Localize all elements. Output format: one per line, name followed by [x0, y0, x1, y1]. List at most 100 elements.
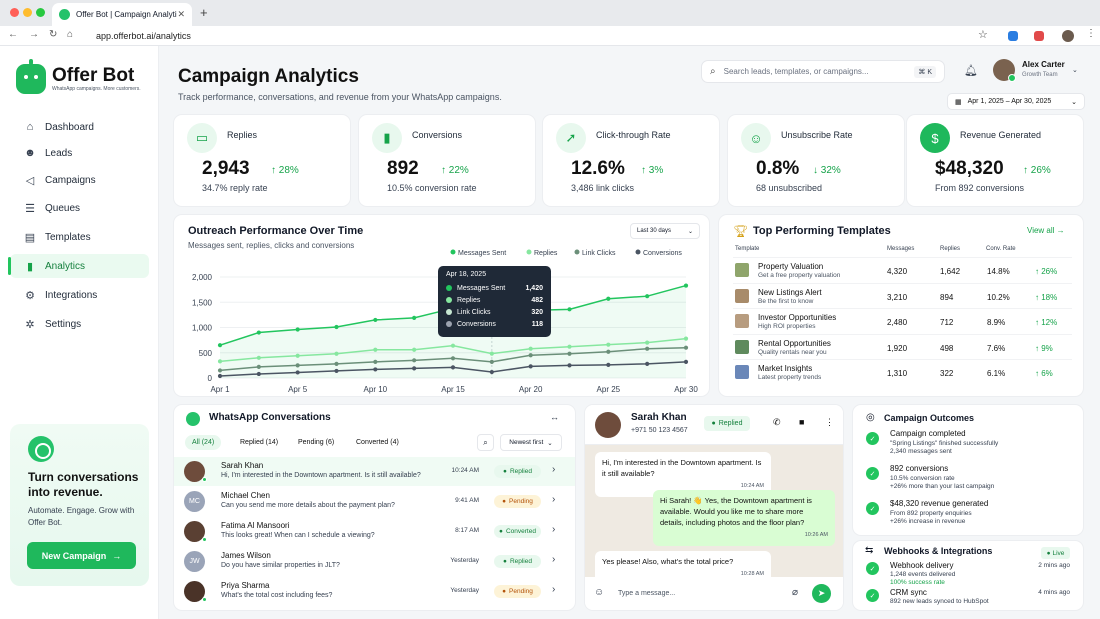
chevron-down-icon[interactable]: ⌄ — [1072, 67, 1078, 74]
sidebar-item-queues[interactable]: ☰ Queues — [10, 196, 149, 220]
browser-tab[interactable]: Offer Bot | Campaign Analytics ✕ — [52, 3, 192, 26]
more-options-icon[interactable]: ⋮ — [825, 417, 834, 427]
sidebar-item-dashboard[interactable]: ⌂ Dashboard — [10, 115, 149, 139]
data-point[interactable] — [645, 346, 650, 351]
sort-select[interactable]: Newest first ⌄ — [500, 434, 562, 451]
phone-icon[interactable]: ✆ — [773, 417, 781, 427]
data-point[interactable] — [606, 296, 611, 301]
data-point[interactable] — [606, 342, 611, 347]
filter-tab-converted[interactable]: Converted (4) — [356, 439, 399, 446]
chevron-right-icon[interactable]: › — [552, 584, 556, 595]
sidebar-item-leads[interactable]: ☻ Leads — [10, 141, 149, 165]
data-point[interactable] — [256, 330, 261, 335]
data-point[interactable] — [295, 327, 300, 332]
data-point[interactable] — [334, 324, 339, 330]
sidebar-item-settings[interactable]: ✲ Settings — [10, 312, 149, 336]
data-point[interactable] — [528, 346, 533, 351]
user-avatar[interactable] — [993, 59, 1016, 82]
conversation-row[interactable]: JW James Wilson Do you have similar proper… — [174, 547, 575, 576]
conversation-row[interactable]: Priya Sharma What's the total cost includ… — [174, 577, 575, 606]
data-point[interactable] — [528, 353, 533, 358]
home-icon[interactable]: ⌂ — [67, 29, 74, 40]
chevron-right-icon[interactable]: › — [552, 554, 556, 565]
data-point[interactable] — [295, 363, 300, 368]
sidebar-item-analytics[interactable]: ▮ Analytics — [8, 254, 149, 278]
data-point[interactable] — [606, 362, 611, 367]
data-point[interactable] — [295, 370, 300, 375]
conversation-row[interactable]: Fatima Al Mansoori This looks great! When… — [174, 517, 575, 546]
view-all-link[interactable]: View all → — [1027, 226, 1065, 235]
data-point[interactable] — [645, 361, 650, 366]
close-tab-icon[interactable]: ✕ — [177, 9, 185, 19]
bookmark-star-icon[interactable]: ☆ — [978, 29, 988, 41]
video-icon[interactable]: ■ — [799, 417, 805, 427]
data-point[interactable] — [645, 340, 650, 345]
data-point[interactable] — [567, 344, 572, 349]
data-point[interactable] — [528, 364, 533, 369]
search-input[interactable]: ⌕ Search leads, templates, or campaigns.… — [701, 60, 945, 83]
data-point[interactable] — [295, 353, 300, 358]
search-icon[interactable]: ⌕ — [477, 434, 494, 451]
data-point[interactable] — [567, 351, 572, 356]
data-point[interactable] — [412, 315, 417, 321]
data-point[interactable] — [373, 367, 378, 372]
attach-icon[interactable]: ⌀ — [792, 587, 799, 598]
message-input[interactable]: Type a message... — [618, 590, 676, 597]
filter-tab-replied[interactable]: Replied (14) — [240, 439, 279, 446]
data-point[interactable] — [489, 359, 494, 364]
data-point[interactable] — [334, 351, 339, 356]
data-point[interactable] — [412, 358, 417, 363]
data-point[interactable] — [683, 336, 689, 341]
minimize-window-dot[interactable] — [23, 8, 32, 17]
browser-menu-icon[interactable]: ⋮ — [1086, 28, 1096, 39]
emoji-icon[interactable]: ☺ — [594, 587, 605, 598]
data-point[interactable] — [450, 356, 456, 361]
data-point[interactable] — [256, 355, 261, 360]
data-point[interactable] — [489, 351, 494, 356]
chevron-right-icon[interactable]: › — [552, 464, 556, 475]
table-row[interactable]: Property Valuation Get a free property va… — [733, 257, 1072, 282]
data-point[interactable] — [412, 347, 417, 352]
filter-tab-all[interactable]: All (24) — [185, 435, 222, 450]
data-point[interactable] — [606, 349, 611, 354]
conversation-row[interactable]: Sarah Khan Hi, I'm interested in the Down… — [174, 457, 575, 486]
bell-icon[interactable]: 🔔︎ — [964, 65, 978, 77]
chart-range-select[interactable]: Last 30 days ⌄ — [630, 223, 700, 239]
data-point[interactable] — [645, 294, 650, 299]
table-row[interactable]: Investor Opportunities High ROI propertie… — [733, 308, 1072, 333]
profile-avatar[interactable] — [1062, 30, 1074, 42]
data-point[interactable] — [217, 359, 223, 364]
data-point[interactable] — [489, 369, 494, 375]
data-point[interactable] — [334, 361, 339, 366]
data-point[interactable] — [412, 366, 417, 371]
send-button[interactable]: ➤ — [812, 584, 831, 603]
close-window-dot[interactable] — [10, 8, 19, 17]
data-point[interactable] — [567, 363, 572, 368]
data-point[interactable] — [373, 317, 378, 323]
back-icon[interactable]: ← — [8, 29, 18, 40]
data-point[interactable] — [567, 307, 572, 312]
conversation-row[interactable]: MC Michael Chen Can you send me more detai… — [174, 487, 575, 516]
data-point[interactable] — [683, 359, 689, 364]
data-point[interactable] — [217, 368, 223, 373]
new-tab-icon[interactable]: + — [200, 5, 208, 20]
data-point[interactable] — [373, 347, 378, 352]
filter-tab-pending[interactable]: Pending (6) — [298, 439, 335, 446]
table-row[interactable]: Market Insights Latest property trends 1,3… — [733, 359, 1072, 384]
extension-icon[interactable] — [1008, 31, 1018, 41]
reload-icon[interactable]: ↻ — [49, 29, 58, 40]
data-point[interactable] — [450, 343, 456, 348]
data-point[interactable] — [256, 371, 261, 377]
table-row[interactable]: New Listings Alert Be the first to know 3,… — [733, 282, 1072, 308]
url-field[interactable]: app.offerbot.ai/analytics — [84, 28, 992, 44]
date-range-picker[interactable]: ▦ Apr 1, 2025 – Apr 30, 2025 ⌄ — [947, 93, 1085, 110]
chevron-right-icon[interactable]: › — [552, 494, 556, 505]
data-point[interactable] — [373, 359, 378, 364]
data-point[interactable] — [450, 365, 456, 370]
table-row[interactable]: Rental Opportunities Quality rentals near… — [733, 333, 1072, 359]
sidebar-item-templates[interactable]: ▤ Templates — [10, 225, 149, 249]
sidebar-item-campaigns[interactable]: ◁ Campaigns — [10, 168, 149, 192]
data-point[interactable] — [217, 343, 223, 348]
maximize-window-dot[interactable] — [36, 8, 45, 17]
data-point[interactable] — [217, 373, 223, 379]
